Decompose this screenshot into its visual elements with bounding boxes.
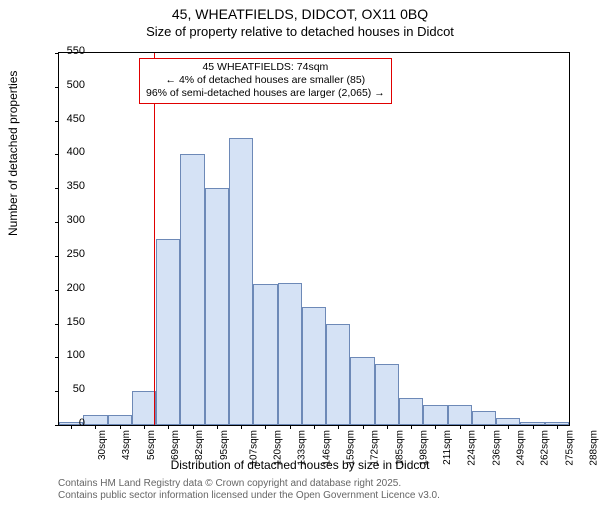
chart-title-sub: Size of property relative to detached ho…: [0, 24, 600, 39]
histogram-bar: [302, 307, 326, 425]
chart-plot-area: 45 WHEATFIELDS: 74sqm← 4% of detached ho…: [58, 52, 570, 426]
x-tick-label: 95sqm: [219, 430, 230, 460]
histogram-bar: [83, 415, 107, 425]
histogram-bar: [156, 239, 180, 425]
y-tick-label: 100: [55, 349, 85, 361]
histogram-bar: [180, 154, 204, 425]
footer-line-2: Contains public sector information licen…: [58, 490, 440, 502]
footer-line-1: Contains HM Land Registry data © Crown c…: [58, 478, 440, 490]
y-axis-label: Number of detached properties: [6, 71, 20, 236]
chart-title-main: 45, WHEATFIELDS, DIDCOT, OX11 0BQ: [0, 6, 600, 22]
chart-footer: Contains HM Land Registry data © Crown c…: [58, 478, 440, 502]
histogram-bar: [350, 357, 374, 425]
x-tick-label: 107sqm: [248, 430, 259, 466]
x-tick-label: 236sqm: [491, 430, 502, 466]
x-tick-label: 69sqm: [170, 430, 181, 460]
x-tick-label: 146sqm: [321, 430, 332, 466]
histogram-bar: [229, 138, 253, 425]
info-box-line: 45 WHEATFIELDS: 74sqm: [146, 61, 385, 74]
y-tick-label: 400: [55, 146, 85, 158]
property-info-box: 45 WHEATFIELDS: 74sqm← 4% of detached ho…: [139, 58, 392, 104]
histogram-bar: [108, 415, 132, 425]
x-tick-label: 82sqm: [194, 430, 205, 460]
y-tick-label: 50: [55, 383, 85, 395]
histogram-bar: [205, 188, 229, 425]
histogram-bar: [496, 418, 520, 425]
x-tick-label: 133sqm: [297, 430, 308, 466]
y-tick-label: 550: [55, 45, 85, 57]
x-tick-label: 288sqm: [588, 430, 599, 466]
info-box-line: 96% of semi-detached houses are larger (…: [146, 87, 385, 100]
histogram-bar: [423, 405, 447, 425]
x-tick-label: 224sqm: [467, 430, 478, 466]
x-tick-label: 262sqm: [540, 430, 551, 466]
property-marker-line: [154, 53, 155, 425]
histogram-bar: [448, 405, 472, 425]
y-tick-label: 350: [55, 180, 85, 192]
x-tick-label: 30sqm: [97, 430, 108, 460]
x-tick-label: 159sqm: [346, 430, 357, 466]
y-tick-label: 450: [55, 113, 85, 125]
histogram-bar: [326, 324, 350, 425]
x-tick-label: 43sqm: [121, 430, 132, 460]
x-tick-label: 211sqm: [442, 430, 453, 465]
y-tick-label: 300: [55, 214, 85, 226]
y-tick-label: 250: [55, 248, 85, 260]
x-tick-label: 249sqm: [516, 430, 527, 466]
histogram-bar: [399, 398, 423, 425]
histogram-bar: [375, 364, 399, 425]
x-tick-label: 120sqm: [273, 430, 284, 466]
x-tick-label: 172sqm: [370, 430, 381, 466]
x-tick-label: 275sqm: [564, 430, 575, 466]
y-tick-label: 150: [55, 316, 85, 328]
histogram-bar: [472, 411, 496, 425]
histogram-bar: [278, 283, 302, 425]
x-tick-label: 185sqm: [394, 430, 405, 466]
info-box-line: ← 4% of detached houses are smaller (85): [146, 74, 385, 87]
y-tick-label: 500: [55, 79, 85, 91]
x-tick-label: 198sqm: [418, 430, 429, 466]
y-tick-label: 200: [55, 282, 85, 294]
histogram-bar: [253, 284, 277, 425]
y-tick-label: 0: [55, 417, 85, 429]
histogram-bar: [132, 391, 156, 425]
x-tick-label: 56sqm: [146, 430, 157, 460]
